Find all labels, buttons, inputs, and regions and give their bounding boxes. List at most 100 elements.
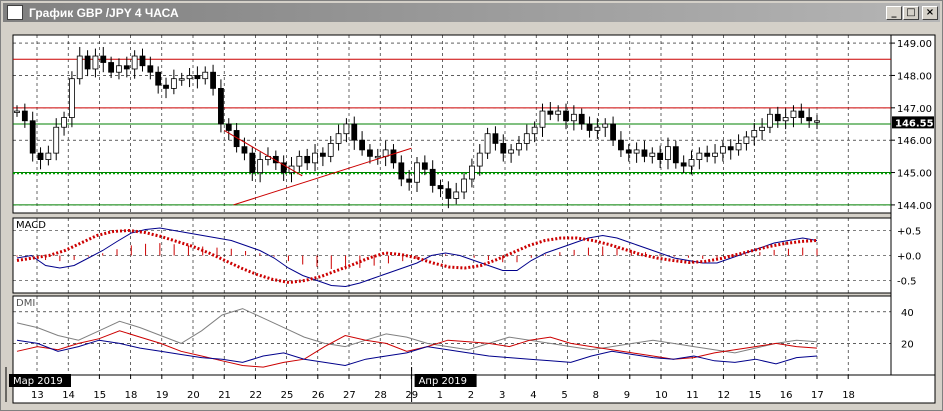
maximize-button[interactable]: □	[903, 6, 919, 20]
candle-body	[343, 123, 350, 135]
price-tick-label: 148.00	[897, 71, 932, 82]
time-tick-label: 5	[561, 390, 567, 401]
time-tick-label: 11	[686, 390, 699, 401]
candle-body	[29, 120, 36, 154]
title-bar[interactable]: График GBP /JPY 4 ЧАСА _ □ ×	[3, 3, 940, 22]
candle-body	[319, 152, 326, 157]
candle-body	[751, 130, 758, 138]
candle-body	[359, 139, 365, 151]
candle-body	[539, 110, 546, 128]
candle-body	[531, 126, 538, 135]
candle-body	[76, 55, 83, 80]
candle-body	[484, 133, 491, 154]
candle-body	[186, 75, 193, 80]
candle-body	[798, 110, 805, 118]
time-axis-area	[12, 374, 936, 404]
candle-body	[453, 191, 460, 199]
candle-body	[500, 143, 507, 154]
dmi-adx-line	[16, 308, 818, 354]
window-title: График GBP /JPY 4 ЧАСА	[29, 6, 179, 20]
time-tick-label: 20	[187, 390, 200, 401]
candle-body	[108, 62, 115, 73]
candle-body	[131, 55, 138, 70]
price-scale-area	[890, 34, 936, 376]
candle-body	[602, 123, 609, 128]
candle-body	[774, 113, 781, 122]
time-tick-label: 13	[31, 390, 44, 401]
candle-body	[202, 71, 209, 80]
time-tick-label: 1	[437, 390, 443, 401]
candle-body	[555, 110, 562, 115]
chart-area[interactable]: 149.00 148.00 147.00 146.00 145.00 144.00 146.…	[5, 25, 939, 409]
candle-body	[100, 55, 107, 63]
trendline	[233, 147, 412, 206]
time-tick-label: 22	[249, 390, 262, 401]
candle-body	[327, 143, 334, 157]
candle-body	[14, 110, 20, 113]
current-price-box	[892, 116, 934, 129]
candle-body	[790, 110, 797, 118]
macd-main-line	[16, 227, 818, 288]
candle-body	[704, 152, 711, 157]
candle-body	[194, 75, 201, 80]
close-button[interactable]: ×	[922, 6, 938, 20]
candle-body	[618, 139, 624, 151]
time-tick-label: 10	[655, 390, 668, 401]
candle-body	[155, 71, 162, 86]
candle-body	[312, 152, 318, 164]
candle-body	[437, 185, 444, 190]
candle-body	[170, 78, 177, 89]
candle-body	[398, 162, 405, 180]
candle-body	[814, 120, 820, 123]
candle-body	[586, 123, 593, 131]
candle-body	[69, 78, 75, 118]
candle-body	[116, 65, 122, 73]
dmi-panel	[12, 295, 892, 376]
candle-body	[280, 162, 287, 173]
candle-body	[735, 143, 742, 151]
candle-body	[665, 146, 671, 161]
time-tick-label: 18	[125, 390, 138, 401]
candle-body	[147, 65, 154, 73]
candle-body	[249, 152, 256, 173]
month-label-box	[9, 374, 71, 387]
time-tick-label: 17	[811, 390, 824, 401]
candle-body	[21, 110, 28, 122]
candle-body	[123, 65, 130, 70]
candle-body	[516, 143, 522, 151]
dmi-label: DMI	[16, 298, 35, 309]
candle-body	[61, 117, 67, 128]
time-tick-label: 2	[468, 390, 474, 401]
candle-body	[719, 146, 726, 154]
candle-body	[727, 146, 734, 151]
candle-body	[696, 152, 703, 161]
time-tick-label: 26	[312, 390, 325, 401]
time-tick-label: 25	[281, 390, 294, 401]
candle-body	[625, 149, 632, 154]
candle-body	[523, 133, 530, 144]
candle-body	[382, 149, 389, 157]
macd-tick-label: -0.5	[897, 277, 917, 288]
candle-body	[806, 117, 813, 122]
candle-body	[390, 149, 397, 164]
trendline	[223, 130, 303, 177]
candle-body	[429, 168, 436, 186]
candle-body	[421, 162, 428, 170]
candle-body	[461, 178, 467, 193]
candle-body	[563, 110, 569, 122]
time-tick-label: 4	[530, 390, 536, 401]
candle-body	[241, 146, 248, 154]
dmi-tick-label: 40	[901, 308, 914, 319]
time-tick-label: 8	[593, 390, 599, 401]
candle-body	[53, 126, 60, 154]
price-tick-label: 147.00	[897, 104, 932, 115]
candle-body	[570, 113, 577, 122]
macd-label: MACD	[16, 220, 46, 231]
candle-body	[92, 55, 99, 70]
minimize-button[interactable]: _	[886, 6, 902, 20]
candle-body	[406, 178, 413, 183]
price-tick-label: 146.00	[897, 136, 932, 147]
chart-app-icon	[7, 5, 23, 20]
candle-body	[633, 149, 640, 154]
